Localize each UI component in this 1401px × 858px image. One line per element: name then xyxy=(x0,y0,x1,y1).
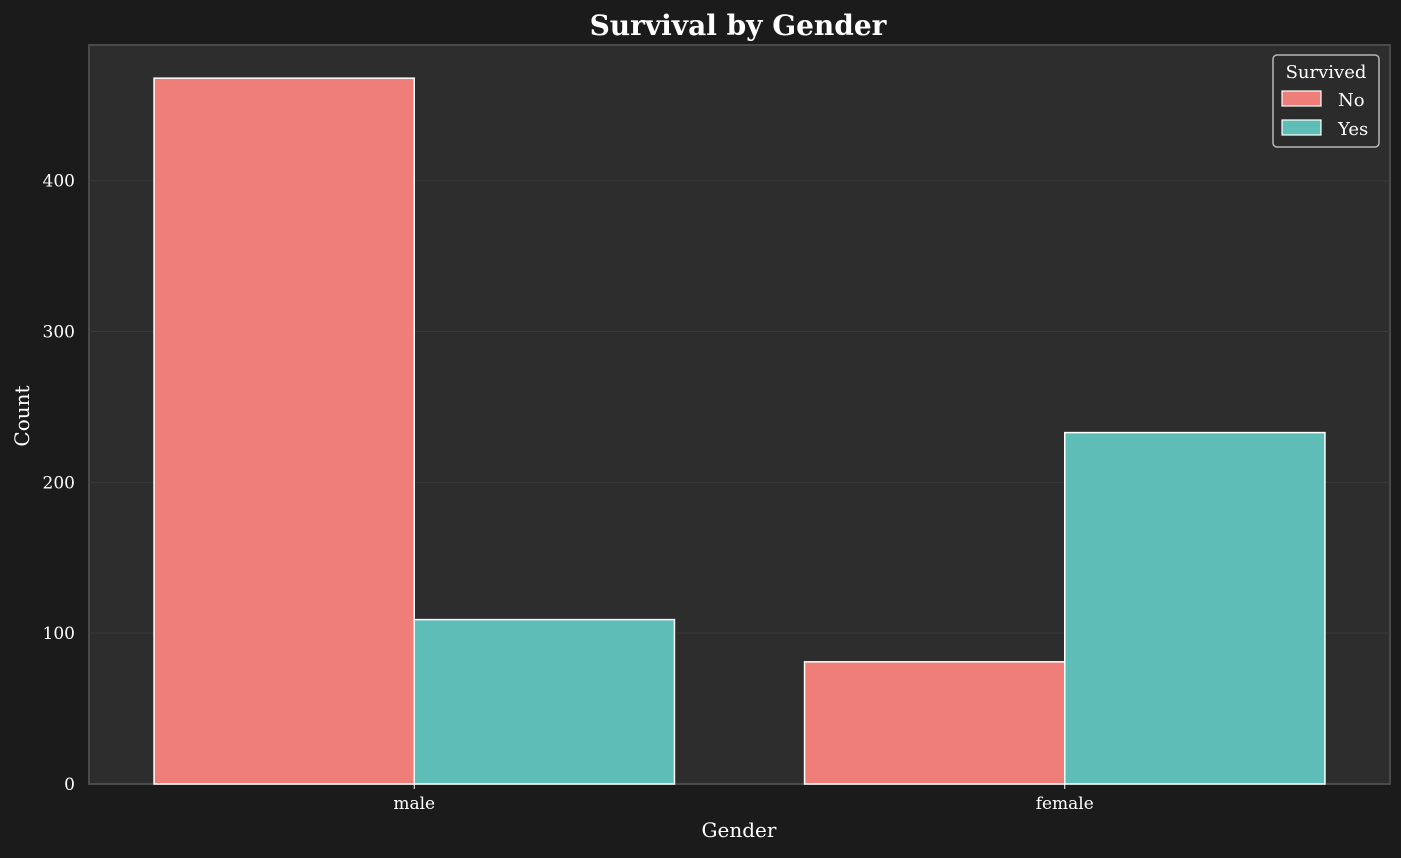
legend-swatch-no xyxy=(1281,90,1322,107)
x-tick-label-male: male xyxy=(393,794,435,814)
y-axis-ticks: 0 100 200 300 400 xyxy=(43,172,75,795)
y-tick-label: 300 xyxy=(43,323,75,343)
bar-female-yes xyxy=(1064,431,1326,785)
legend-label-yes: Yes xyxy=(1337,119,1368,140)
bar-female-no xyxy=(803,661,1066,785)
y-tick-label: 100 xyxy=(43,624,75,644)
y-axis-label: Count xyxy=(10,385,34,446)
legend-label-no: No xyxy=(1338,90,1365,111)
x-tick-label-female: female xyxy=(1036,794,1094,814)
legend-title: Survived xyxy=(1286,62,1367,83)
bars xyxy=(153,77,1326,785)
y-tick-label: 400 xyxy=(43,172,75,192)
y-tick-label: 200 xyxy=(43,473,75,493)
bar-male-yes xyxy=(413,618,676,785)
chart-title: Survival by Gender xyxy=(590,9,888,42)
legend-swatch-yes xyxy=(1281,119,1322,136)
legend: Survived No Yes xyxy=(1272,54,1380,148)
x-axis-ticks: male female xyxy=(393,784,1094,814)
y-tick-label: 0 xyxy=(64,775,75,795)
x-axis-label: Gender xyxy=(702,818,777,842)
bar-male-no xyxy=(153,77,416,785)
